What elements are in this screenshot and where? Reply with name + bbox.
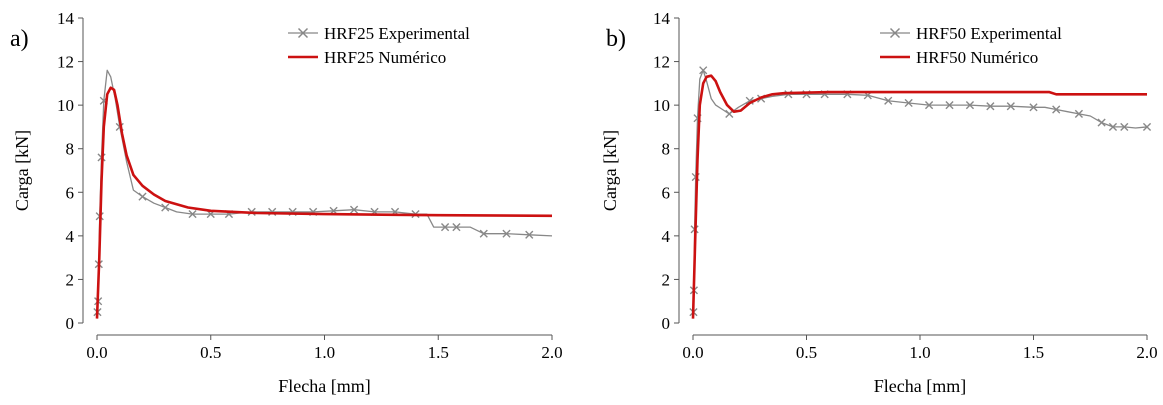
legend-label: HRF50 Numérico	[916, 48, 1038, 67]
y-tick-label: 10	[653, 96, 670, 115]
x-axis-title: Flecha [mm]	[874, 376, 966, 396]
y-tick-label: 14	[57, 9, 75, 28]
data-point-marker	[479, 229, 488, 238]
data-point-marker	[440, 223, 450, 232]
data-point-marker	[1097, 118, 1106, 127]
y-tick-label: 12	[57, 53, 74, 72]
data-point-marker	[1006, 102, 1015, 111]
data-point-marker	[1142, 122, 1152, 132]
data-point-marker	[884, 96, 893, 105]
x-tick-label: 1.5	[428, 343, 449, 362]
series-numerico-line	[691, 74, 1147, 319]
chart-panel-a: a) 0 2 4 6 8 10 12 14 0.0 0.5 1.0 1.5 2.0 Flecha [mm]…	[0, 0, 581, 405]
x-tick-label: 0.5	[200, 343, 221, 362]
y-tick-label: 2	[662, 270, 671, 289]
x-tick-label: 1.5	[1023, 343, 1044, 362]
data-point-marker	[188, 209, 197, 219]
y-tick-label: 4	[66, 227, 75, 246]
legend-item: HRF50 Numérico	[880, 48, 1038, 67]
data-point-marker	[349, 205, 359, 214]
y-tick-label: 4	[662, 227, 671, 246]
legend-label: HRF25 Experimental	[324, 24, 470, 43]
data-point-marker	[525, 230, 534, 239]
data-point-marker	[138, 192, 147, 201]
data-point-marker	[986, 102, 995, 111]
y-tick-label: 6	[66, 183, 75, 202]
y-tick-label: 0	[66, 314, 75, 333]
series-numerico-line	[95, 86, 553, 319]
y-tick-label: 12	[653, 53, 670, 72]
data-point-marker	[699, 66, 708, 75]
chart-a-svg: 0 2 4 6 8 10 12 14 0.0 0.5 1.0 1.5 2.0 Flecha [mm] Car…	[12, 9, 563, 396]
x-tick-label: 2.0	[541, 343, 562, 362]
legend-label: HRF50 Experimental	[916, 24, 1062, 43]
y-tick-label: 6	[662, 183, 671, 202]
data-point-marker	[1108, 122, 1118, 132]
x-tick-label: 0.0	[86, 343, 107, 362]
y-tick-label: 14	[653, 9, 671, 28]
x-tick-label: 1.0	[909, 343, 930, 362]
y-axis-title: Carga [kN]	[12, 130, 32, 211]
data-point-marker	[725, 109, 734, 118]
legend-item: HRF25 Numérico	[288, 48, 446, 67]
series-experimental-line	[692, 69, 1148, 319]
x-tick-label: 2.0	[1136, 343, 1157, 362]
data-point-marker	[904, 98, 913, 108]
data-point-marker	[1120, 122, 1129, 132]
y-tick-label: 8	[662, 140, 671, 159]
panel-label: a)	[10, 26, 29, 52]
y-tick-label: 8	[66, 140, 75, 159]
data-point-marker	[452, 223, 461, 232]
x-tick-label: 0.0	[682, 343, 703, 362]
data-point-marker	[1029, 103, 1038, 112]
legend-label: HRF25 Numérico	[324, 48, 446, 67]
data-point-marker	[945, 101, 954, 110]
series-experimental-line	[96, 69, 553, 319]
chart-b-svg: 0 2 4 6 8 10 12 14 0.0 0.5 1.0 1.5 2.0 Flecha [mm] Car…	[600, 9, 1158, 396]
data-point-marker	[161, 203, 170, 212]
legend-item: HRF50 Experimental	[880, 24, 1062, 43]
y-tick-label: 2	[66, 270, 75, 289]
panel-label: b)	[606, 26, 626, 52]
x-tick-label: 1.0	[314, 343, 335, 362]
y-axis-title: Carga [kN]	[600, 130, 620, 211]
y-tick-label: 10	[57, 96, 74, 115]
y-tick-label: 0	[662, 314, 671, 333]
legend-item: HRF25 Experimental	[288, 24, 470, 43]
data-point-marker	[965, 101, 975, 110]
data-point-marker	[1052, 105, 1061, 114]
data-point-marker	[502, 229, 511, 238]
x-tick-label: 0.5	[796, 343, 817, 362]
chart-panel-b: b) 0 2 4 6 8 10 12 14 0.0 0.5 1.0 1.5 2.0 Flecha [mm]…	[582, 0, 1163, 405]
x-axis-title: Flecha [mm]	[278, 376, 370, 396]
data-point-marker	[924, 101, 934, 110]
data-point-marker	[1074, 109, 1083, 118]
